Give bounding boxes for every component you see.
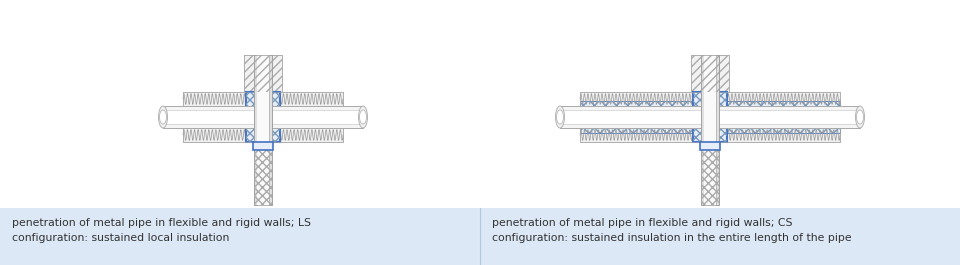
- Bar: [727, 128, 840, 133]
- Bar: [183, 92, 343, 106]
- Bar: [183, 92, 343, 106]
- Bar: [244, 55, 282, 92]
- Bar: [716, 55, 719, 205]
- Bar: [580, 92, 840, 106]
- Ellipse shape: [359, 110, 367, 124]
- Bar: [700, 142, 720, 150]
- Ellipse shape: [856, 110, 863, 124]
- Text: penetration of metal pipe in flexible and rigid walls; CS
configuration: sustain: penetration of metal pipe in flexible an…: [492, 218, 852, 243]
- Text: penetration of metal pipe in flexible and rigid walls; LS
configuration: sustain: penetration of metal pipe in flexible an…: [12, 218, 311, 243]
- Bar: [254, 142, 272, 205]
- Bar: [246, 92, 280, 142]
- Ellipse shape: [159, 110, 166, 124]
- Bar: [727, 128, 840, 133]
- Bar: [580, 101, 693, 106]
- Bar: [254, 55, 257, 205]
- Bar: [580, 128, 840, 142]
- Bar: [580, 128, 693, 133]
- Bar: [580, 128, 840, 142]
- Bar: [244, 55, 282, 92]
- Bar: [701, 55, 704, 205]
- Bar: [183, 128, 343, 142]
- Bar: [704, 55, 716, 205]
- Bar: [163, 110, 363, 124]
- Bar: [0, 208, 960, 265]
- Bar: [560, 106, 860, 128]
- Bar: [269, 55, 272, 205]
- Bar: [701, 55, 719, 92]
- Bar: [183, 128, 343, 142]
- Bar: [253, 142, 273, 150]
- Bar: [254, 55, 272, 205]
- Bar: [691, 55, 729, 92]
- Ellipse shape: [557, 110, 564, 124]
- Bar: [693, 92, 727, 142]
- Bar: [560, 110, 860, 124]
- Ellipse shape: [358, 106, 368, 128]
- Bar: [246, 92, 280, 142]
- Bar: [257, 55, 269, 205]
- Ellipse shape: [556, 106, 564, 128]
- Bar: [701, 142, 719, 205]
- Ellipse shape: [855, 106, 865, 128]
- Ellipse shape: [158, 106, 167, 128]
- Bar: [691, 55, 729, 92]
- Bar: [580, 128, 693, 133]
- Bar: [580, 92, 840, 106]
- Bar: [244, 55, 282, 92]
- Bar: [163, 106, 363, 128]
- Bar: [254, 55, 272, 92]
- Bar: [691, 55, 729, 92]
- Bar: [693, 92, 727, 142]
- Bar: [701, 55, 719, 205]
- Bar: [727, 101, 840, 106]
- Bar: [727, 101, 840, 106]
- Bar: [701, 55, 719, 205]
- Bar: [254, 55, 272, 205]
- Bar: [580, 101, 693, 106]
